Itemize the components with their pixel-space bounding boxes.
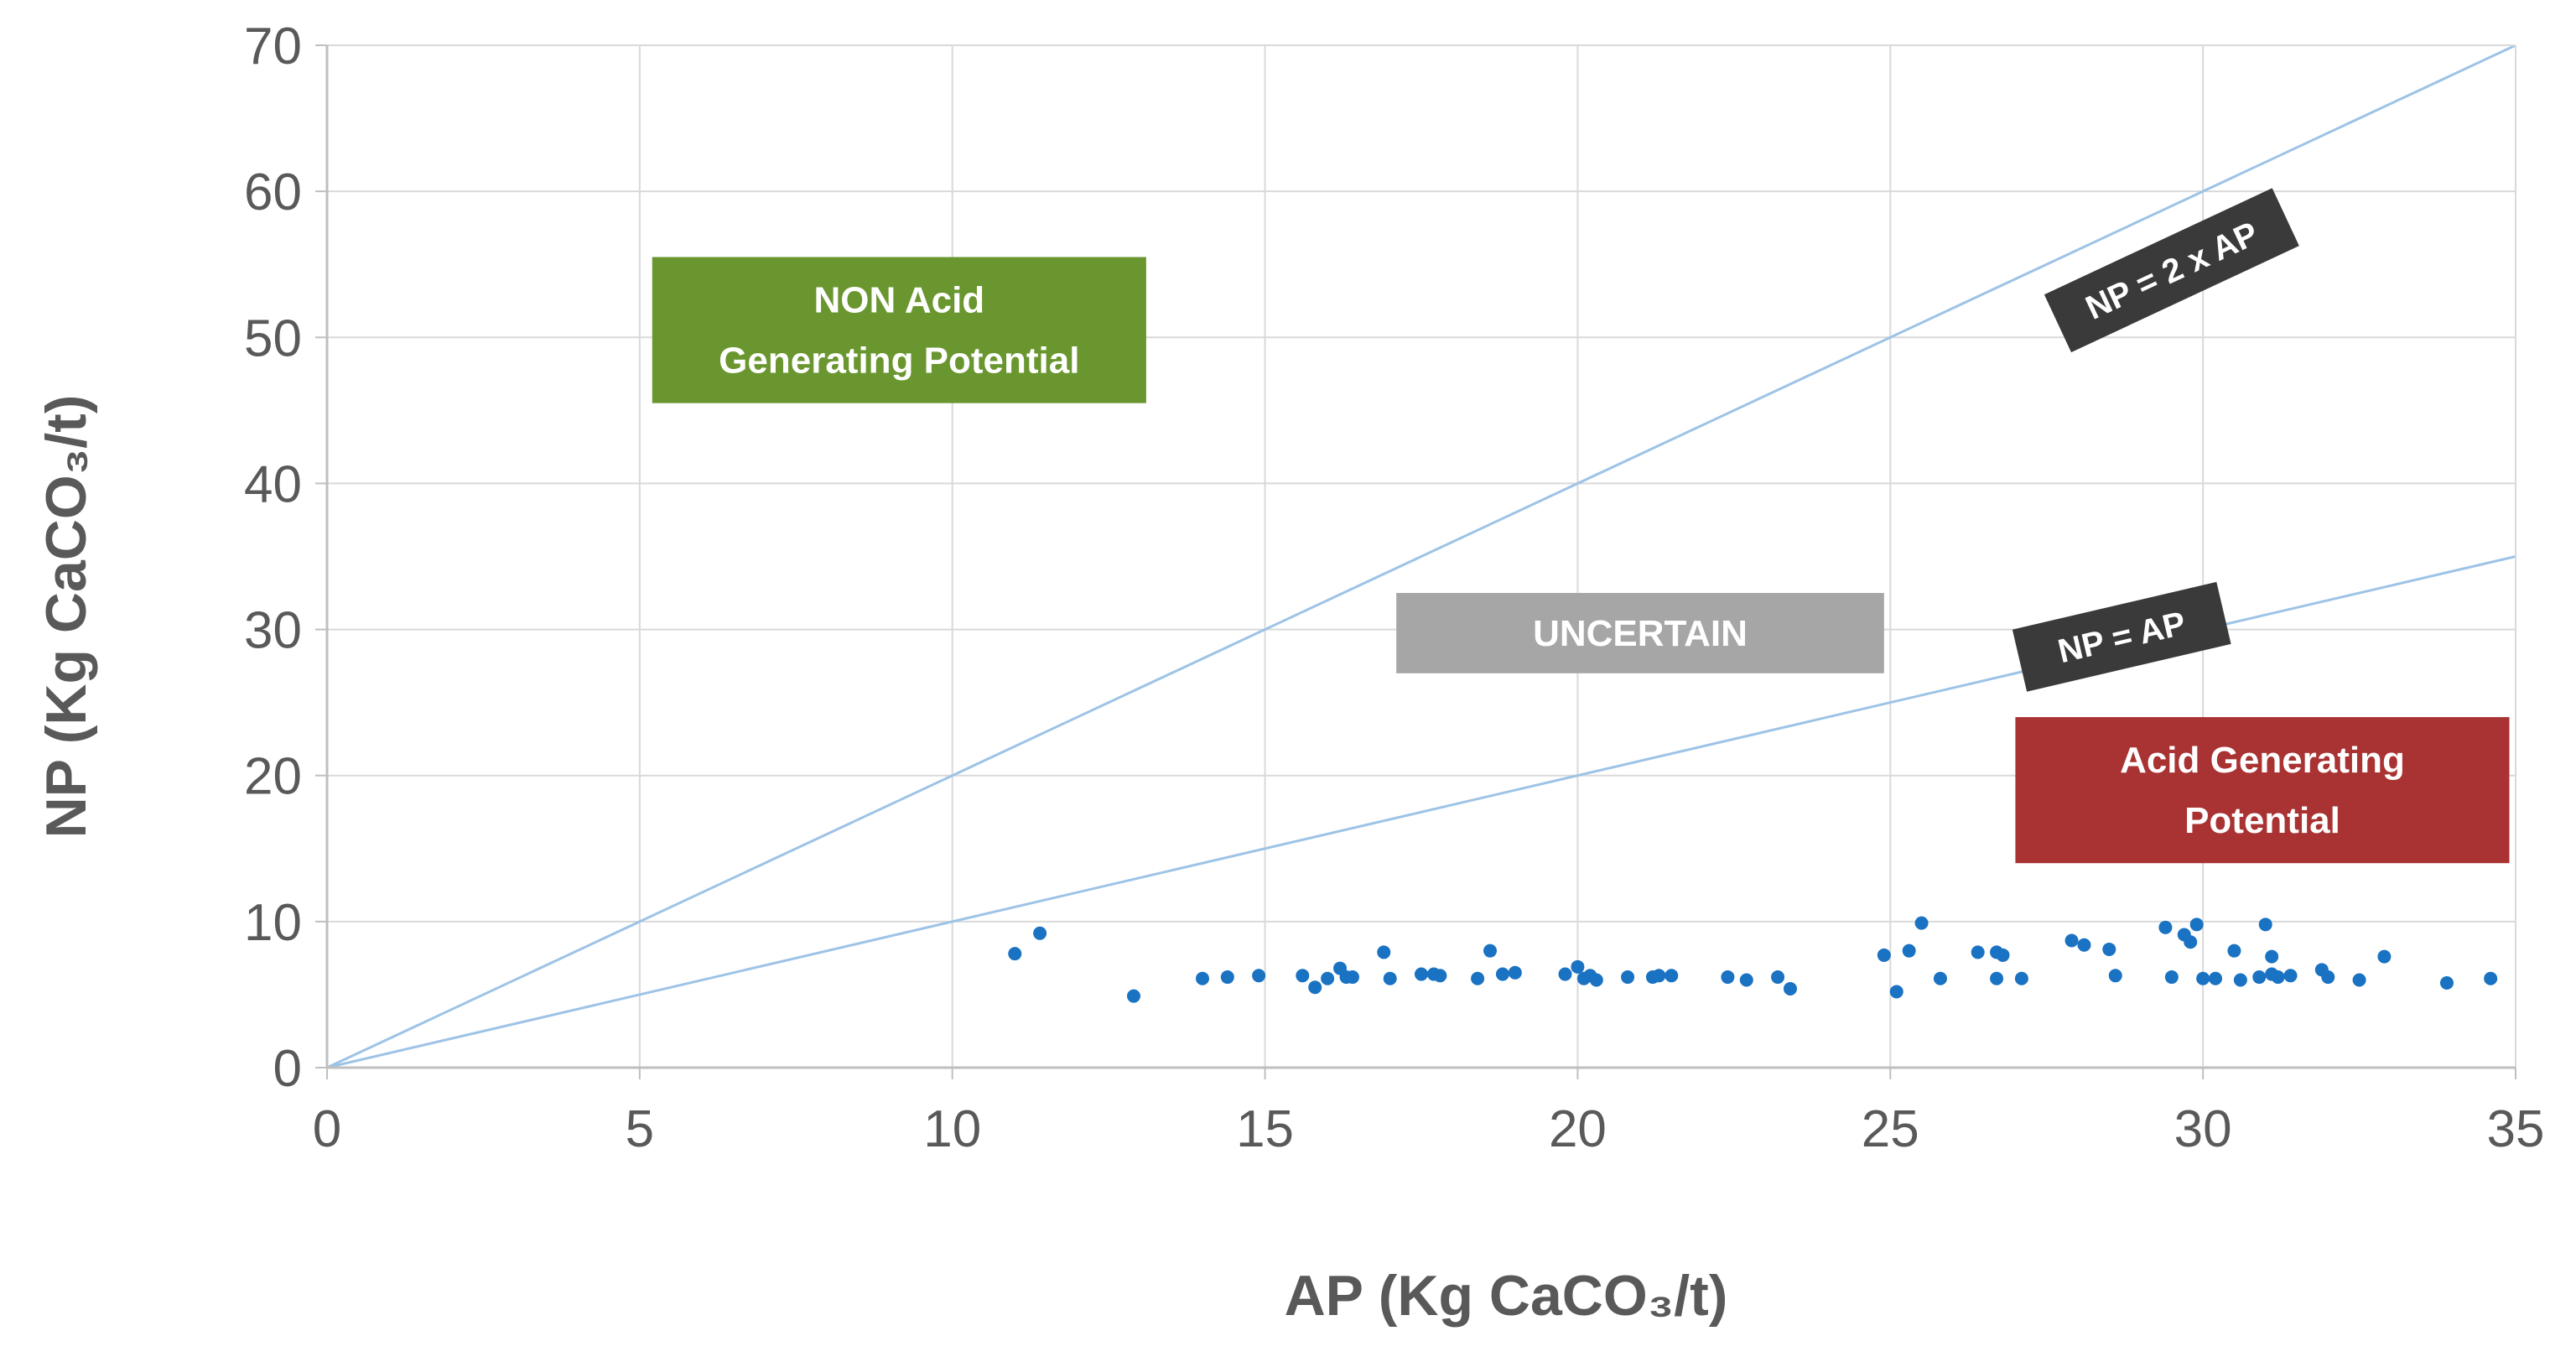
axes xyxy=(315,44,2516,1079)
data-point xyxy=(1433,969,1447,983)
data-point xyxy=(1721,970,1735,985)
y-tick-label: 70 xyxy=(244,18,302,75)
x-tick-label: 5 xyxy=(626,1100,654,1158)
data-point xyxy=(1196,971,1209,985)
data-point xyxy=(1933,971,1947,985)
data-point xyxy=(1383,971,1397,985)
data-point xyxy=(1252,969,1266,983)
data-point xyxy=(2377,949,2392,964)
data-point xyxy=(1008,947,1022,961)
data-point xyxy=(1558,967,1572,981)
data-point xyxy=(1771,970,1785,985)
data-point xyxy=(1321,971,1335,985)
y-tick-label: 20 xyxy=(244,748,302,806)
data-point xyxy=(2227,944,2241,958)
y-tick-label: 50 xyxy=(244,309,302,367)
x-tick-label: 35 xyxy=(2487,1100,2545,1158)
data-point xyxy=(1971,945,1985,959)
data-point xyxy=(2077,938,2091,952)
y-tick-label: 60 xyxy=(244,164,302,221)
data-point xyxy=(1902,944,1916,958)
region-box-non-acid xyxy=(652,257,1146,403)
data-point xyxy=(1665,969,1679,983)
data-point xyxy=(2321,970,2335,985)
data-point xyxy=(2014,971,2028,985)
data-point xyxy=(2352,973,2366,987)
data-point xyxy=(2233,973,2247,987)
region-label-acid: Acid Generating xyxy=(2120,740,2405,781)
data-point xyxy=(2283,969,2298,983)
data-point xyxy=(1877,948,1891,962)
data-point xyxy=(1483,944,1498,958)
data-point xyxy=(2184,935,2198,949)
data-point xyxy=(2064,933,2079,948)
data-point xyxy=(1415,967,1428,981)
data-point xyxy=(1495,967,1509,981)
region-label-acid: Potential xyxy=(2184,800,2340,841)
region-box-acid xyxy=(2015,717,2510,864)
data-point xyxy=(1033,926,1047,940)
data-point xyxy=(1889,985,1903,999)
data-point xyxy=(1345,970,1359,985)
data-point xyxy=(1621,970,1635,985)
data-point xyxy=(1783,981,1797,996)
data-point xyxy=(1571,959,1585,974)
data-point xyxy=(1914,916,1929,930)
data-point xyxy=(1652,969,1666,983)
x-tick-label: 10 xyxy=(923,1100,981,1158)
data-point xyxy=(2189,918,2204,932)
region-box-uncertain xyxy=(1396,593,1884,673)
y-tick-label: 10 xyxy=(244,894,302,952)
data-point xyxy=(1739,973,1753,987)
line-np-2x-ap xyxy=(326,44,2516,1069)
data-point xyxy=(2196,971,2210,985)
x-tick-label: 25 xyxy=(1862,1100,1919,1158)
data-point xyxy=(1308,980,1322,995)
data-point xyxy=(1508,965,1522,980)
data-point xyxy=(2258,918,2272,932)
data-point xyxy=(2271,970,2285,985)
data-point xyxy=(2164,970,2179,985)
tick-labels: 0 5 10 15 20 25 30 35 0 10 20 30 40 50 60 70 xyxy=(244,18,2544,1158)
region-label-non-acid: NON Acid xyxy=(813,280,984,321)
y-tick-label: 30 xyxy=(244,602,302,660)
line-label-box xyxy=(2012,581,2231,692)
region-label-non-acid: Generating Potential xyxy=(719,340,1079,382)
x-tick-label: 30 xyxy=(2174,1100,2232,1158)
data-point xyxy=(2102,942,2116,956)
y-tick-label: 0 xyxy=(273,1040,302,1098)
data-point xyxy=(1296,969,1310,983)
data-point xyxy=(2158,920,2173,934)
data-point xyxy=(2108,969,2122,983)
data-points xyxy=(1008,916,2498,1003)
data-point xyxy=(1126,989,1140,1003)
y-axis-title: NP (Kg CaCO₃/t) xyxy=(34,395,98,839)
x-axis-title: AP (Kg CaCO₃/t) xyxy=(1285,1264,1728,1328)
data-point xyxy=(1220,970,1234,985)
y-tick-label: 40 xyxy=(244,455,302,513)
data-point xyxy=(2209,971,2223,985)
region-labels: NON Acid Generating Potential UNCERTAIN Aci… xyxy=(652,257,2510,864)
data-point xyxy=(1589,973,1603,987)
data-point xyxy=(2484,971,2498,985)
x-tick-label: 0 xyxy=(313,1100,341,1158)
data-point xyxy=(2252,970,2267,985)
x-tick-label: 15 xyxy=(1236,1100,1294,1158)
data-point xyxy=(2439,975,2454,990)
data-point xyxy=(1996,948,2010,962)
data-point xyxy=(2265,949,2279,964)
label-np-ap: NP = AP xyxy=(2012,581,2231,692)
data-point xyxy=(1471,971,1485,985)
data-point xyxy=(1990,971,2004,985)
region-label-uncertain: UNCERTAIN xyxy=(1533,613,1748,654)
line-label-box xyxy=(2044,188,2299,353)
data-point xyxy=(1377,945,1391,959)
x-tick-label: 20 xyxy=(1549,1100,1607,1158)
